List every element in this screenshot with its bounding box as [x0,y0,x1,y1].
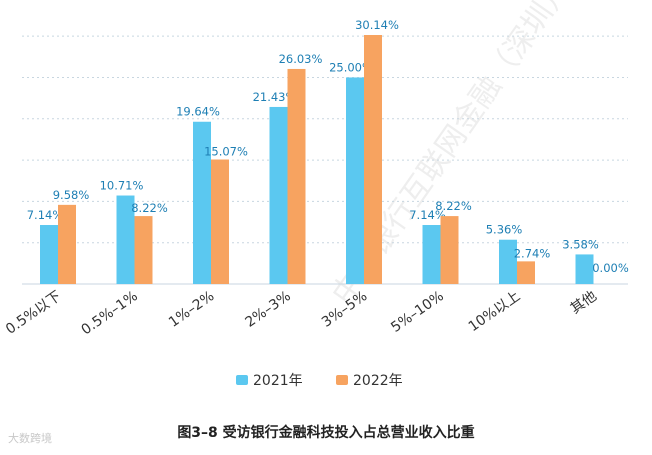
bar-2021-1 [116,195,135,284]
bar-2022-1 [134,216,153,284]
category-label-1: 0.5%–1% [79,288,141,338]
category-label-0: 0.5%以下 [3,288,64,338]
data-label-2021-1: 10.71% [100,179,144,193]
data-label-2021-5: 7.14% [409,208,446,222]
bar-2021-7 [575,254,594,284]
bar-2021-2 [193,121,211,285]
data-label-2022-6: 2.74% [514,246,551,260]
data-label-2022-3: 26.03% [279,52,323,66]
corner-watermark: 大数跨境 [8,432,52,445]
category-label-5: 5%–10% [388,288,447,336]
data-label-2022-7: 0.00% [592,261,629,275]
bar-2021-3 [269,106,288,284]
data-label-2022-2: 15.07% [204,145,248,159]
data-label-2022-4: 30.14% [355,18,399,32]
legend-swatch-0 [236,375,248,385]
bar-2022-5 [440,216,459,284]
category-label-3: 2%–3% [242,288,293,331]
data-label-2021-4: 25.00% [329,60,373,74]
data-label-2021-2: 19.64% [176,105,220,119]
legend-label-0: 2021年 [253,373,303,389]
chart-title: 图3–8 受访银行金融科技投入占总营业收入比重 [177,425,475,441]
category-label-7: 其他 [568,288,600,317]
bar-2022-4 [364,35,382,284]
data-label-2021-6: 5.36% [486,223,523,237]
bar-2022-2 [211,159,229,284]
bar-2021-6 [499,239,517,284]
bar-chart: 中小银行互联网金融（深圳）联盟7.14%9.58%0.5%以下10.71%8.2… [3,0,629,389]
bar-2022-6 [517,261,535,284]
legend-label-1: 2022年 [353,373,403,389]
category-label-2: 1%–2% [166,288,217,331]
bar-2022-0 [58,204,76,284]
data-label-2022-5: 8.22% [435,199,472,213]
bar-2021-5 [422,225,441,284]
category-label-6: 10%以上 [466,288,524,335]
bar-2022-3 [287,68,306,284]
data-label-2021-0: 7.14% [27,208,64,222]
data-label-2021-3: 21.43% [253,90,297,104]
bar-2021-4 [346,77,364,284]
bar-2021-0 [40,225,58,284]
data-label-2021-7: 3.58% [562,237,599,251]
data-label-2022-1: 8.22% [131,201,168,215]
data-label-2022-0: 9.58% [53,188,90,202]
legend-swatch-1 [336,375,348,385]
